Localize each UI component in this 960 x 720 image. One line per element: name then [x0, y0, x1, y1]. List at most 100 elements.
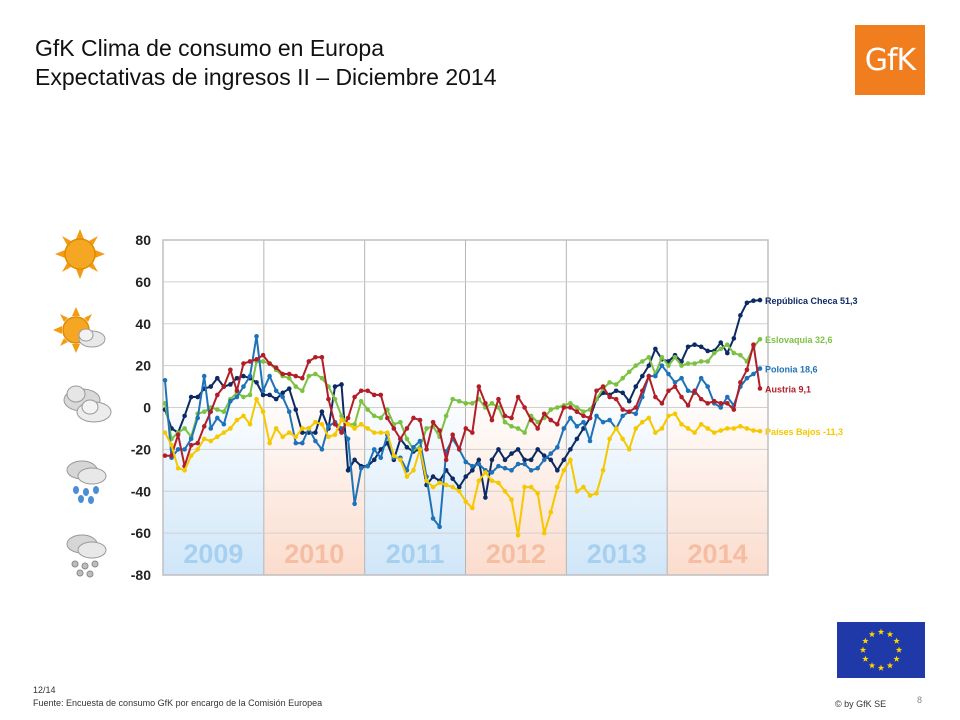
data-point — [332, 432, 338, 438]
data-point — [221, 409, 227, 414]
data-point — [528, 468, 534, 473]
data-point — [600, 384, 606, 389]
data-point — [751, 298, 756, 304]
data-point — [633, 363, 639, 368]
data-point — [293, 384, 299, 389]
data-point — [541, 457, 547, 463]
data-point — [522, 430, 527, 435]
data-point — [731, 407, 737, 412]
data-point — [581, 419, 586, 425]
data-point — [450, 476, 455, 481]
year-band-label: 2014 — [688, 539, 748, 569]
data-point — [228, 398, 233, 404]
data-point — [574, 424, 580, 429]
data-point — [424, 447, 429, 452]
data-point — [548, 457, 554, 463]
data-point — [672, 384, 678, 389]
data-point — [221, 430, 227, 435]
y-tick-label: -80 — [131, 567, 151, 583]
data-point — [358, 388, 364, 394]
data-point — [345, 468, 351, 473]
data-point — [385, 430, 390, 435]
data-point — [587, 415, 593, 421]
data-point — [358, 421, 364, 427]
data-point — [332, 396, 338, 402]
data-point — [234, 375, 240, 381]
data-point — [476, 384, 482, 389]
data-point — [313, 419, 318, 425]
data-point — [313, 354, 318, 360]
data-point — [175, 465, 181, 471]
data-point — [541, 411, 547, 417]
sun-cloud-icon — [53, 307, 106, 353]
data-point — [705, 426, 710, 431]
data-point — [581, 484, 586, 490]
data-point — [450, 484, 455, 490]
data-point — [594, 491, 599, 496]
data-point — [273, 388, 279, 394]
year-band-label: 2011 — [386, 539, 445, 569]
data-point — [352, 421, 357, 427]
data-point — [456, 484, 462, 490]
series-label: Polonia 18,6 — [765, 365, 818, 375]
data-point — [201, 373, 207, 379]
plot-frame — [162, 239, 769, 576]
data-point — [613, 426, 619, 431]
data-point — [751, 428, 756, 433]
data-point — [195, 447, 200, 452]
data-point — [574, 409, 580, 414]
data-point — [502, 419, 508, 425]
data-point — [162, 377, 168, 383]
data-point — [313, 438, 318, 444]
data-point — [679, 363, 684, 368]
data-point — [280, 434, 285, 440]
data-point — [626, 398, 632, 404]
data-point — [555, 444, 560, 450]
data-point — [620, 390, 625, 396]
data-point — [215, 407, 220, 412]
data-point — [548, 509, 554, 515]
data-point — [725, 350, 730, 356]
data-point — [633, 384, 639, 389]
data-point — [267, 373, 272, 379]
data-point — [339, 413, 344, 419]
data-point — [300, 388, 305, 394]
data-point — [352, 394, 357, 400]
data-point — [162, 430, 168, 435]
data-point — [548, 407, 554, 412]
data-point — [182, 468, 187, 473]
data-point — [430, 516, 436, 521]
data-point — [241, 361, 246, 366]
data-point — [188, 453, 194, 458]
data-point — [437, 524, 442, 530]
data-point — [607, 380, 612, 385]
data-point — [267, 361, 272, 366]
data-point — [470, 505, 475, 511]
data-point — [757, 428, 763, 434]
data-point — [692, 388, 697, 394]
data-point — [646, 373, 652, 379]
cloud-icon — [63, 385, 112, 423]
data-point — [489, 457, 495, 463]
data-point — [215, 392, 220, 398]
y-tick-label: 60 — [135, 274, 151, 290]
data-point — [496, 396, 501, 402]
data-point — [502, 465, 508, 471]
eu-star — [877, 664, 885, 671]
data-point — [267, 392, 272, 398]
data-point — [718, 405, 724, 410]
data-point — [555, 421, 560, 427]
data-point — [744, 375, 750, 381]
data-point — [653, 373, 658, 379]
data-point — [319, 409, 325, 414]
data-point — [483, 470, 488, 475]
series-label: República Checa 51,3 — [765, 296, 858, 306]
data-point — [300, 426, 305, 431]
data-point — [195, 440, 200, 446]
data-point — [692, 342, 697, 347]
data-point — [568, 415, 573, 421]
data-point — [286, 386, 292, 391]
data-point — [417, 447, 423, 452]
data-point — [620, 407, 625, 412]
data-point — [293, 434, 299, 440]
